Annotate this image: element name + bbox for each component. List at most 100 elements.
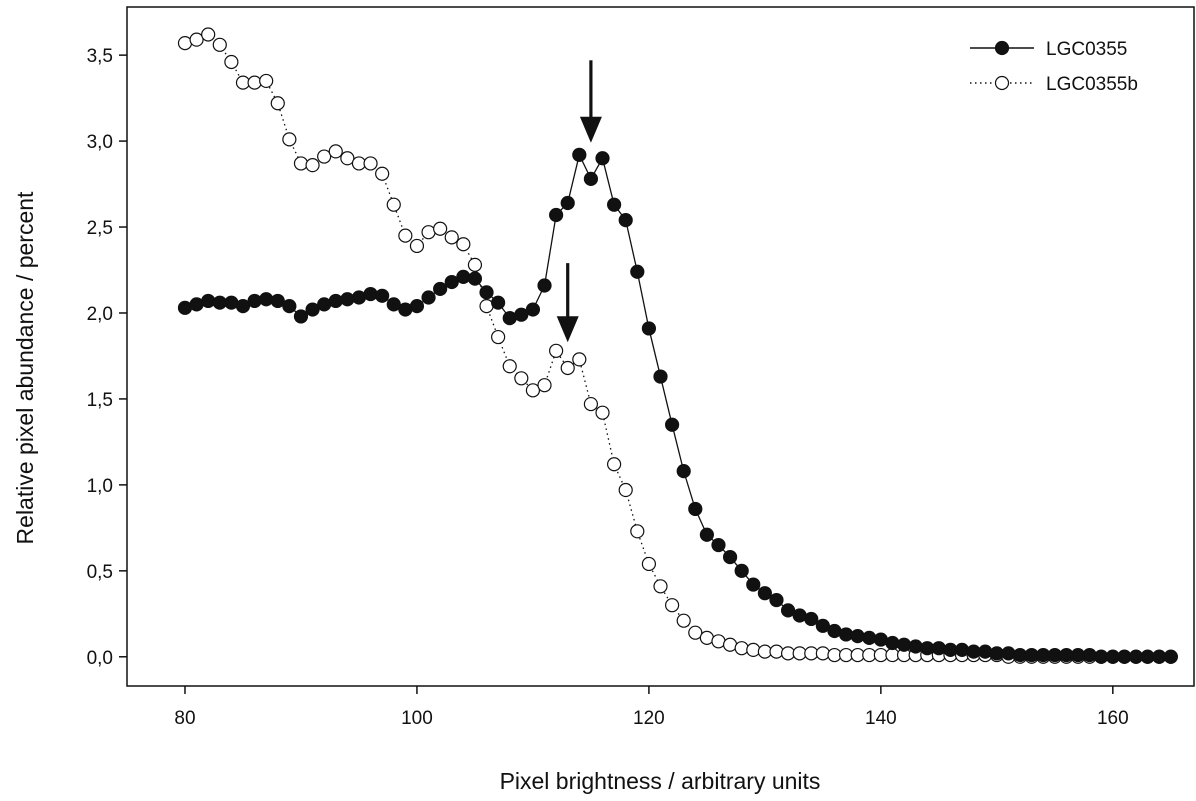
data-point-lgc0355 — [247, 293, 262, 309]
data-point-lgc0355 — [908, 639, 923, 654]
data-point-lgc0355b — [305, 158, 320, 173]
data-point-lgc0355 — [270, 293, 285, 309]
data-point-lgc0355b — [746, 642, 761, 658]
data-point-lgc0355b — [630, 524, 645, 539]
data-point-lgc0355b — [340, 151, 355, 166]
data-point-lgc0355b — [363, 156, 378, 171]
y-tick-label: 1,5 — [87, 390, 113, 411]
x-tick-label: 160 — [1097, 708, 1129, 729]
data-point-lgc0355b — [201, 27, 216, 42]
data-point-lgc0355 — [688, 501, 703, 517]
data-point-lgc0355b — [560, 360, 575, 376]
data-point-lgc0355 — [954, 642, 970, 658]
x-axis: 80 100 120 140 160 — [174, 686, 1129, 729]
data-point-lgc0355b — [641, 556, 657, 572]
x-tick-label: 140 — [865, 708, 897, 729]
data-point-lgc0355b — [282, 132, 297, 147]
data-point-lgc0355 — [630, 264, 645, 279]
data-point-lgc0355 — [351, 290, 367, 305]
data-point-lgc0355 — [537, 278, 552, 293]
data-point-lgc0355b — [212, 37, 227, 52]
data-point-lgc0355 — [282, 299, 297, 314]
data-point-lgc0355b — [653, 579, 668, 594]
y-axis: 0,0 0,5 1,0 1,5 2,0 2,5 3,0 3,5 — [87, 46, 127, 669]
data-point-lgc0355 — [177, 300, 193, 315]
annotation-layer — [556, 60, 602, 343]
data-point-lgc0355 — [224, 295, 239, 310]
data-point-lgc0355b — [583, 396, 599, 412]
data-point-lgc0355b — [467, 257, 483, 272]
data-point-lgc0355 — [583, 171, 599, 186]
data-point-lgc0355 — [1163, 649, 1178, 664]
data-point-lgc0355 — [850, 629, 865, 644]
data-point-lgc0355b — [572, 352, 587, 367]
data-point-lgc0355b — [444, 230, 459, 245]
data-point-lgc0355 — [560, 195, 575, 211]
x-tick-label: 100 — [401, 708, 433, 729]
data-point-lgc0355b — [317, 149, 332, 164]
data-point-lgc0355b — [664, 598, 680, 613]
data-point-lgc0355b — [607, 457, 622, 472]
legend: LGC0355 LGC0355b — [970, 39, 1138, 95]
data-point-lgc0355 — [293, 309, 309, 324]
data-point-lgc0355 — [456, 269, 471, 284]
data-point-lgc0355 — [305, 302, 320, 317]
data-point-lgc0355 — [641, 321, 657, 336]
data-point-lgc0355b — [375, 166, 390, 181]
series-lgc0355b — [177, 27, 1178, 664]
data-point-lgc0355 — [1001, 646, 1016, 661]
data-point-lgc0355 — [746, 577, 761, 592]
x-tick-label: 80 — [174, 708, 195, 729]
data-point-lgc0355 — [827, 623, 842, 639]
y-tick-label: 1,0 — [87, 476, 113, 497]
data-point-lgc0355b — [676, 613, 691, 628]
data-point-lgc0355b — [386, 197, 401, 212]
data-point-lgc0355b — [815, 646, 830, 661]
legend-label-lgc0355: LGC0355 — [1046, 39, 1127, 60]
data-point-lgc0355 — [467, 271, 483, 286]
x-tick-label: 120 — [633, 708, 665, 729]
data-point-lgc0355 — [838, 627, 854, 642]
data-point-lgc0355 — [815, 618, 830, 633]
legend-marker-lgc0355b — [994, 75, 1010, 91]
data-point-lgc0355 — [444, 274, 459, 290]
data-point-lgc0355 — [699, 527, 714, 542]
y-tick-label: 2,0 — [87, 304, 113, 325]
data-point-lgc0355 — [780, 603, 796, 618]
data-point-lgc0355b — [421, 225, 436, 240]
data-point-lgc0355 — [885, 635, 900, 651]
data-point-lgc0355 — [607, 197, 622, 212]
data-point-lgc0355 — [479, 285, 494, 300]
data-point-lgc0355 — [386, 297, 401, 312]
data-point-lgc0355 — [549, 207, 564, 223]
data-point-lgc0355 — [340, 292, 355, 307]
y-axis-label: Relative pixel abundance / percent — [12, 191, 38, 545]
y-tick-label: 3,0 — [87, 132, 113, 153]
data-point-lgc0355 — [769, 592, 784, 608]
data-point-lgc0355b — [433, 221, 448, 236]
data-point-lgc0355 — [317, 297, 332, 312]
arrow-annotation — [579, 60, 602, 143]
data-point-lgc0355 — [259, 292, 274, 307]
data-point-lgc0355b — [270, 96, 285, 111]
legend-marker-lgc0355 — [994, 40, 1010, 56]
data-point-lgc0355b — [479, 299, 494, 314]
data-point-lgc0355 — [409, 299, 425, 314]
data-point-lgc0355b — [595, 405, 610, 420]
data-point-lgc0355b — [549, 343, 564, 358]
data-point-lgc0355b — [259, 73, 274, 89]
data-point-lgc0355 — [1082, 647, 1097, 663]
x-axis-label: Pixel brightness / arbitrary units — [500, 768, 821, 794]
data-point-lgc0355b — [247, 75, 262, 90]
data-point-lgc0355b — [711, 634, 726, 649]
data-point-lgc0355 — [931, 641, 946, 656]
data-point-lgc0355b — [537, 378, 552, 393]
data-point-lgc0355b — [514, 371, 529, 386]
data-point-lgc0355 — [502, 311, 517, 326]
data-point-lgc0355b — [618, 482, 633, 498]
data-point-lgc0355 — [653, 369, 668, 384]
data-point-lgc0355 — [421, 290, 436, 305]
y-tick-label: 0,0 — [87, 648, 113, 669]
data-point-lgc0355 — [804, 611, 819, 627]
